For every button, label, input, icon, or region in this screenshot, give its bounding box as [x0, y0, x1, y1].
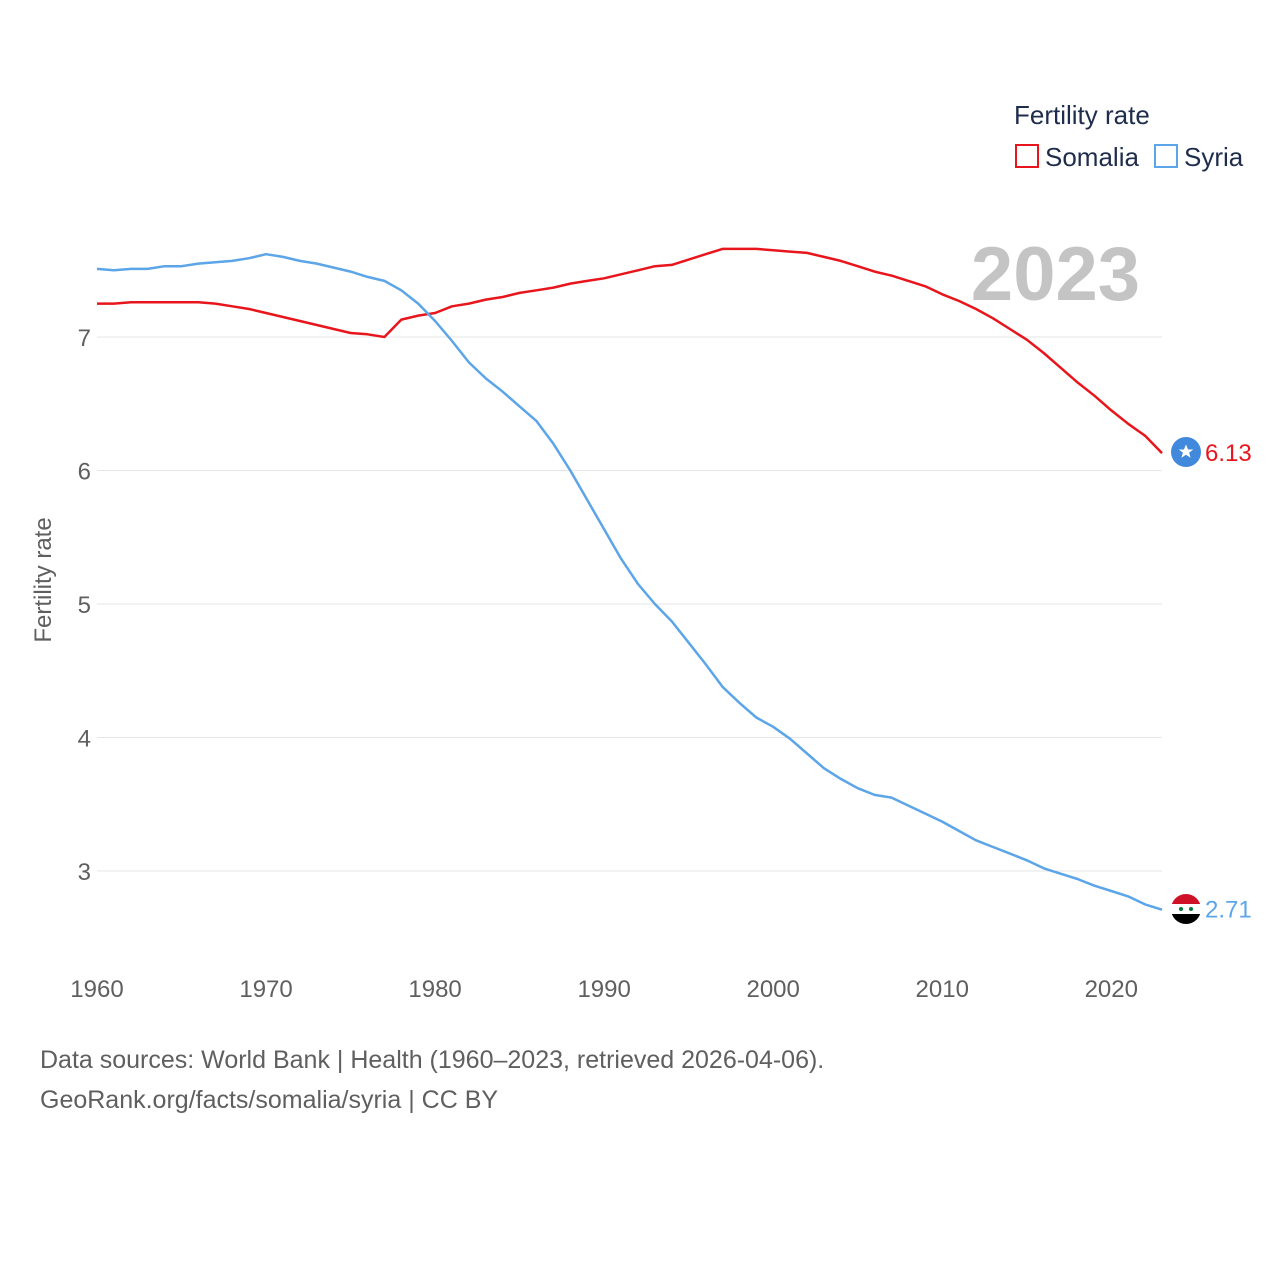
- y-axis-label: Fertility rate: [30, 517, 57, 642]
- y-tick-7: 7: [78, 325, 91, 352]
- x-tick-2000: 2000: [746, 976, 799, 1003]
- x-tick-1990: 1990: [577, 976, 630, 1003]
- end-value-labels: 6.13 2.71: [1205, 440, 1252, 924]
- x-tick-1970: 1970: [239, 976, 292, 1003]
- y-tick-6: 6: [78, 459, 91, 486]
- line-chart: 3 4 5 6 7 1960 1970 1980 1990 2000 2010 2020 Ferti…: [30, 100, 1252, 1003]
- x-tick-labels: 1960 1970 1980 1990 2000 2010 2020: [70, 976, 1138, 1003]
- y-tick-4: 4: [78, 726, 91, 753]
- legend: Fertility rate Somalia Syria: [1014, 100, 1244, 172]
- gridlines: [97, 336, 1162, 872]
- x-tick-1980: 1980: [408, 976, 461, 1003]
- legend-label-somalia: Somalia: [1045, 142, 1139, 172]
- end-markers: [1171, 437, 1201, 924]
- end-label-somalia: 6.13: [1205, 440, 1252, 467]
- end-label-syria: 2.71: [1205, 897, 1252, 924]
- somalia-flag-icon: [1171, 437, 1201, 467]
- x-tick-2020: 2020: [1085, 976, 1138, 1003]
- year-label: 2023: [971, 232, 1140, 317]
- legend-label-syria: Syria: [1184, 142, 1244, 172]
- x-tick-1960: 1960: [70, 976, 123, 1003]
- y-tick-labels: 3 4 5 6 7: [78, 325, 91, 886]
- series-line-syria: [96, 252, 1163, 911]
- source-line-2: GeoRank.org/facts/somalia/syria | CC BY: [40, 1086, 499, 1114]
- syria-flag-icon: [1171, 894, 1201, 924]
- source-line-1: Data sources: World Bank | Health (1960–…: [40, 1046, 825, 1074]
- legend-swatch-somalia: [1015, 144, 1039, 168]
- y-tick-3: 3: [78, 859, 91, 886]
- y-tick-5: 5: [78, 592, 91, 619]
- x-tick-2010: 2010: [916, 976, 969, 1003]
- legend-title: Fertility rate: [1014, 100, 1150, 130]
- series-lines: [96, 247, 1163, 911]
- legend-swatch-syria: [1154, 144, 1178, 168]
- series-line-somalia: [97, 247, 1163, 454]
